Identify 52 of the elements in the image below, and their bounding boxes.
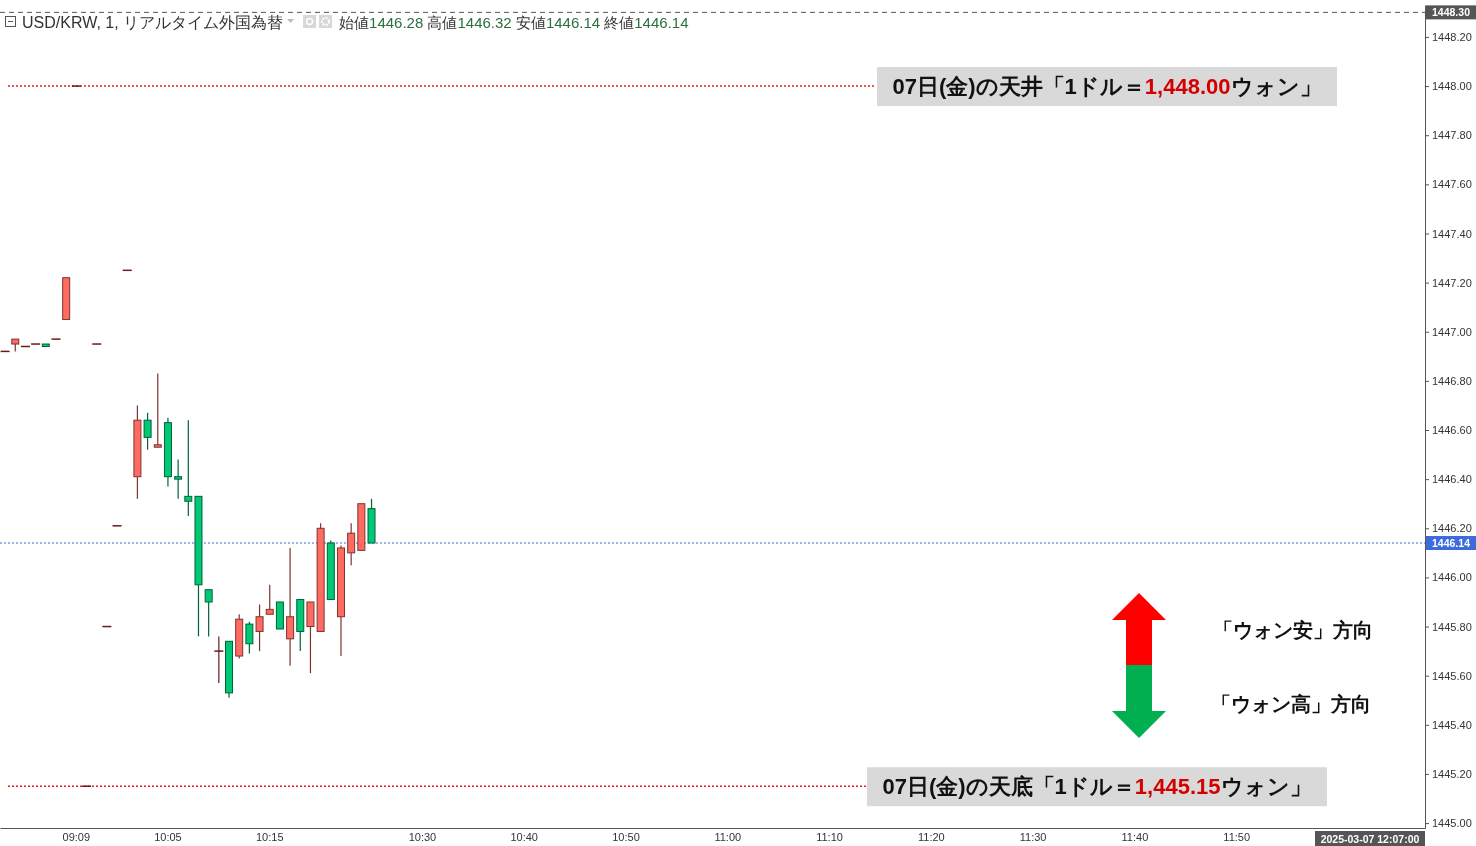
- x-tick-label: 11:30: [1019, 830, 1047, 843]
- y-tick-label: 1447.20: [1432, 276, 1472, 289]
- y-tick-label: 1448.20: [1432, 30, 1472, 43]
- candlestick: [184, 419, 193, 517]
- x-tick-label: 11:00: [714, 830, 742, 843]
- x-tick-label: 09:09: [62, 830, 91, 843]
- y-tick-label: 1445.60: [1432, 669, 1472, 682]
- y-tick-label: 1447.80: [1432, 129, 1472, 142]
- ref-line-label: 1448.30: [1432, 6, 1471, 19]
- x-tick-label: 10:30: [408, 830, 437, 843]
- y-tick-label: 1445.80: [1432, 620, 1472, 633]
- x-tick-label: 10:15: [255, 830, 284, 843]
- candlestick: [245, 621, 254, 655]
- y-tick-label: 1448.00: [1432, 80, 1472, 93]
- x-tick-label: 11:20: [917, 830, 945, 843]
- x-tick-label: 11:50: [1223, 830, 1251, 843]
- y-tick-label: 1446.40: [1432, 473, 1472, 486]
- y-tick-label: 1447.60: [1432, 178, 1472, 191]
- x-tick-label: 11:40: [1121, 830, 1149, 843]
- ref-line-label: 1446.14: [1432, 537, 1471, 550]
- y-tick-label: 1447.40: [1432, 227, 1472, 240]
- x-tick-label: 10:40: [510, 830, 538, 843]
- y-tick-label: 1446.80: [1432, 374, 1472, 387]
- y-tick-label: 1446.60: [1432, 424, 1472, 437]
- text: USD/KRW, 1, リアルタイム外国為替: [22, 14, 284, 31]
- annotation: 「ウォン高」方向: [1211, 693, 1371, 715]
- candlestick: [143, 412, 152, 451]
- candlestick: [255, 603, 264, 652]
- candlestick: [41, 343, 50, 347]
- text: 始値1446.28 高値1446.32 安値1446.14 終値1446.14: [339, 14, 689, 31]
- ref-line-label: 07日(金)の天井「1ドル＝1,448.00ウォン」: [892, 74, 1322, 100]
- x-tick-label: 10:05: [154, 830, 182, 843]
- annotation: 「ウォン安」方向: [1213, 619, 1373, 641]
- y-tick-label: 1446.20: [1432, 522, 1472, 535]
- text: 2025-03-07 12:07:00: [1320, 833, 1420, 845]
- candlestick: [174, 458, 183, 500]
- candlestick: [347, 522, 356, 566]
- candlestick: [62, 277, 71, 320]
- candlestick: [265, 584, 274, 615]
- y-tick-label: 1446.00: [1432, 571, 1472, 584]
- candlestick: [153, 372, 162, 448]
- candlestick: [204, 589, 213, 637]
- candlestick: [275, 601, 284, 630]
- y-tick-label: 1447.00: [1432, 325, 1472, 338]
- candlestick: [286, 547, 295, 667]
- y-tick-label: 1445.40: [1432, 718, 1472, 731]
- ref-line-label: 07日(金)の天底「1ドル＝1,445.15ウォン」: [882, 774, 1312, 800]
- y-tick-label: 1445.20: [1432, 767, 1472, 780]
- x-tick-label: 11:10: [816, 830, 843, 843]
- y-tick-label: 1445.00: [1432, 817, 1472, 830]
- candlestick: [357, 503, 366, 551]
- x-tick-label: 10:50: [612, 830, 640, 843]
